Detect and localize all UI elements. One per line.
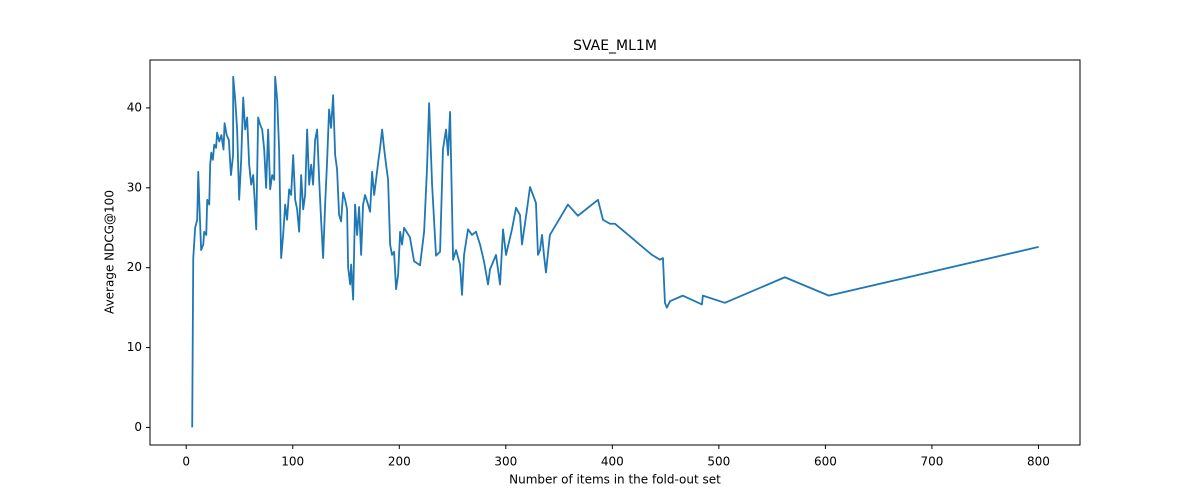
x-tick-label: 200 [388, 455, 411, 469]
y-tick-label: 0 [134, 420, 142, 434]
x-tick-label: 600 [814, 455, 837, 469]
y-axis-label: Average NDCG@100 [103, 190, 117, 314]
y-tick-label: 10 [127, 340, 142, 354]
y-tick-label: 30 [127, 180, 142, 194]
plot-frame [149, 59, 1081, 446]
x-axis-label: Number of items in the fold-out set [509, 473, 721, 487]
x-tick-label: 100 [281, 455, 304, 469]
x-tick-label: 500 [707, 455, 730, 469]
y-tick-label: 20 [127, 260, 142, 274]
x-tick-label: 0 [182, 455, 190, 469]
x-tick-label: 700 [920, 455, 943, 469]
y-tick-label: 40 [127, 100, 142, 114]
x-tick-label: 300 [494, 455, 517, 469]
x-tick-label: 400 [601, 455, 624, 469]
chart-title: SVAE_ML1M [573, 38, 657, 54]
x-tick-label: 800 [1027, 455, 1050, 469]
line-series [191, 75, 1039, 428]
